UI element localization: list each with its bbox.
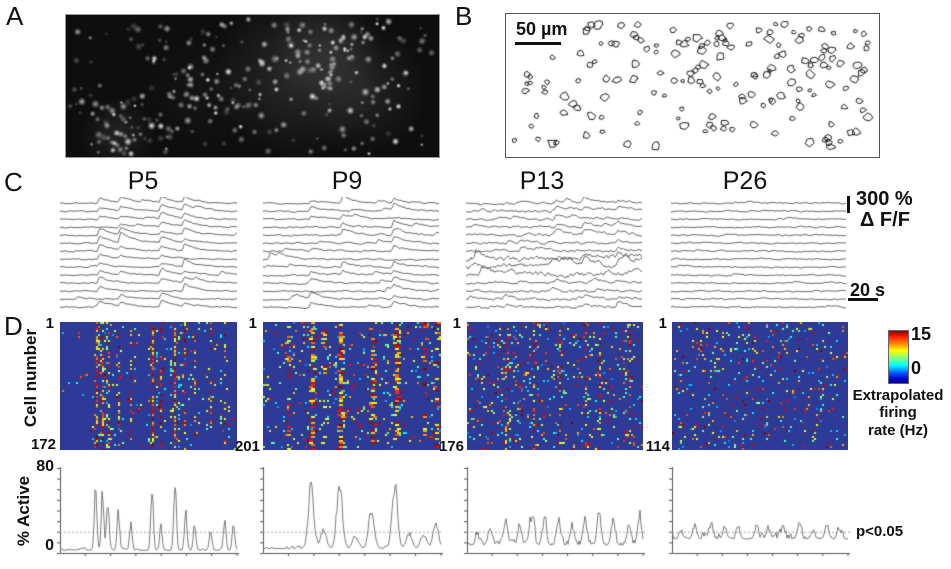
firing-rate-raster-p5 <box>60 322 237 450</box>
amplitude-scale-unit: Δ F/F <box>860 209 910 231</box>
age-label-p13: P13 <box>519 167 565 195</box>
age-label-p26: P26 <box>722 167 768 195</box>
amplitude-scale-value: 300 % <box>856 188 913 210</box>
colorbar <box>888 330 909 384</box>
amplitude-scale-bar <box>847 196 850 213</box>
firing-rate-raster-p13 <box>467 322 643 450</box>
cell-top-tick-p13: 1 <box>452 315 461 332</box>
calcium-traces-p13 <box>466 197 642 309</box>
cell-count-p26: 114 <box>645 438 670 455</box>
cell-top-tick-p9: 1 <box>248 315 257 332</box>
time-scale-bar <box>848 298 878 301</box>
percent-active-min-tick: 0 <box>45 537 54 554</box>
age-label-p5: P5 <box>127 167 159 195</box>
calcium-traces-p26 <box>671 197 846 309</box>
firing-rate-raster-p26 <box>672 322 848 450</box>
panel-a-label: A <box>6 1 24 31</box>
calcium-traces-p5 <box>60 197 237 309</box>
colorbar-min-label: 0 <box>911 358 922 378</box>
colorbar-title-line2: firing <box>879 404 917 422</box>
colorbar-max-label: 15 <box>911 324 932 344</box>
calcium-traces-p9 <box>263 197 439 309</box>
percent-active-plot-p13 <box>462 463 648 559</box>
fluorescence-image <box>65 14 440 158</box>
cell-count-p5: 172 <box>30 436 56 453</box>
colorbar-title: Extrapolated firing rate (Hz) <box>842 387 951 439</box>
cell-number-axis-label: Cell number <box>21 328 40 428</box>
cell-top-tick-p5: 1 <box>45 315 54 332</box>
percent-active-max-tick: 80 <box>36 458 54 475</box>
age-label-p9: P9 <box>331 167 363 195</box>
cell-contour-panel: 50 µm <box>505 13 880 158</box>
time-scale-value: 20 s <box>850 280 886 300</box>
firing-rate-raster-p9 <box>263 322 441 450</box>
panel-c-label: C <box>4 167 23 197</box>
cell-contour-map <box>506 14 879 157</box>
significance-label: p<0.05 <box>856 523 904 540</box>
scale-bar <box>515 42 561 45</box>
panel-d-label: D <box>4 311 23 341</box>
percent-active-plot-p9 <box>258 463 446 559</box>
percent-active-plot-p5 <box>55 463 242 559</box>
cell-count-p9: 201 <box>234 438 260 455</box>
cell-top-tick-p26: 1 <box>658 315 667 332</box>
colorbar-title-line1: Extrapolated <box>852 387 944 404</box>
scale-bar-label: 50 µm <box>516 19 568 39</box>
percent-active-plot-p26 <box>667 463 853 559</box>
cell-count-p13: 176 <box>438 438 464 455</box>
panel-b-label: B <box>455 1 473 31</box>
colorbar-title-line3: rate (Hz) <box>867 421 928 439</box>
